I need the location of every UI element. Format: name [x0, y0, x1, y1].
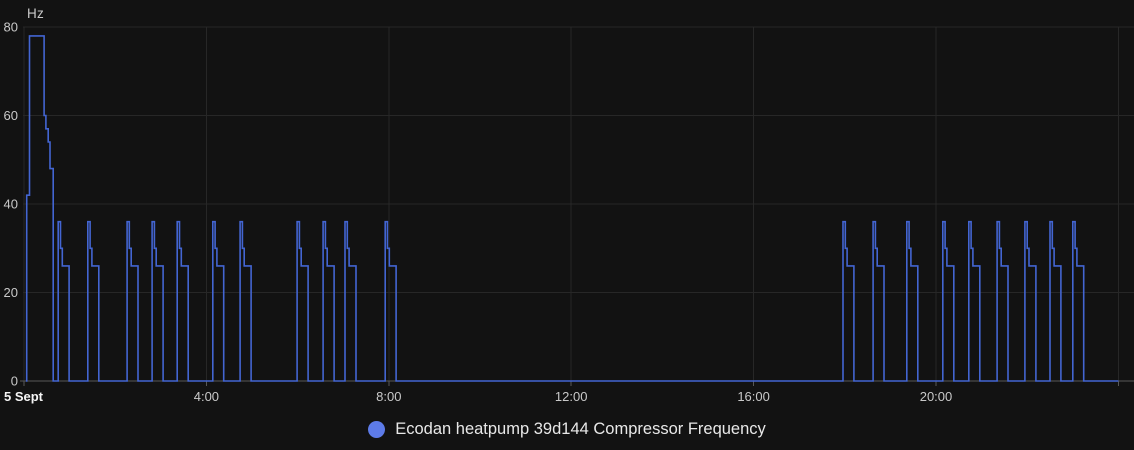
x-tick-labels: 5 Sept 4:00 8:00 12:00 16:00 20:00 [4, 389, 952, 404]
svg-text:20: 20 [4, 285, 18, 300]
svg-text:20:00: 20:00 [920, 389, 953, 404]
grid-lines [23, 26, 1134, 382]
legend: Ecodan heatpump 39d144 Compressor Freque… [0, 420, 1134, 439]
y-axis-unit-label: Hz [27, 6, 44, 21]
legend-item[interactable]: Ecodan heatpump 39d144 Compressor Freque… [368, 420, 766, 439]
series-line [25, 35, 1119, 382]
legend-label: Ecodan heatpump 39d144 Compressor Freque… [395, 420, 766, 438]
svg-text:0: 0 [11, 374, 18, 389]
svg-text:16:00: 16:00 [737, 389, 770, 404]
svg-text:80: 80 [4, 20, 18, 35]
svg-text:12:00: 12:00 [555, 389, 588, 404]
svg-text:60: 60 [4, 108, 18, 123]
legend-dot-icon [368, 421, 386, 438]
y-tick-labels: 0 20 40 60 80 [4, 20, 18, 389]
svg-text:4:00: 4:00 [194, 389, 219, 404]
svg-text:40: 40 [4, 197, 18, 212]
svg-text:5 Sept: 5 Sept [4, 389, 44, 404]
svg-text:8:00: 8:00 [376, 389, 401, 404]
